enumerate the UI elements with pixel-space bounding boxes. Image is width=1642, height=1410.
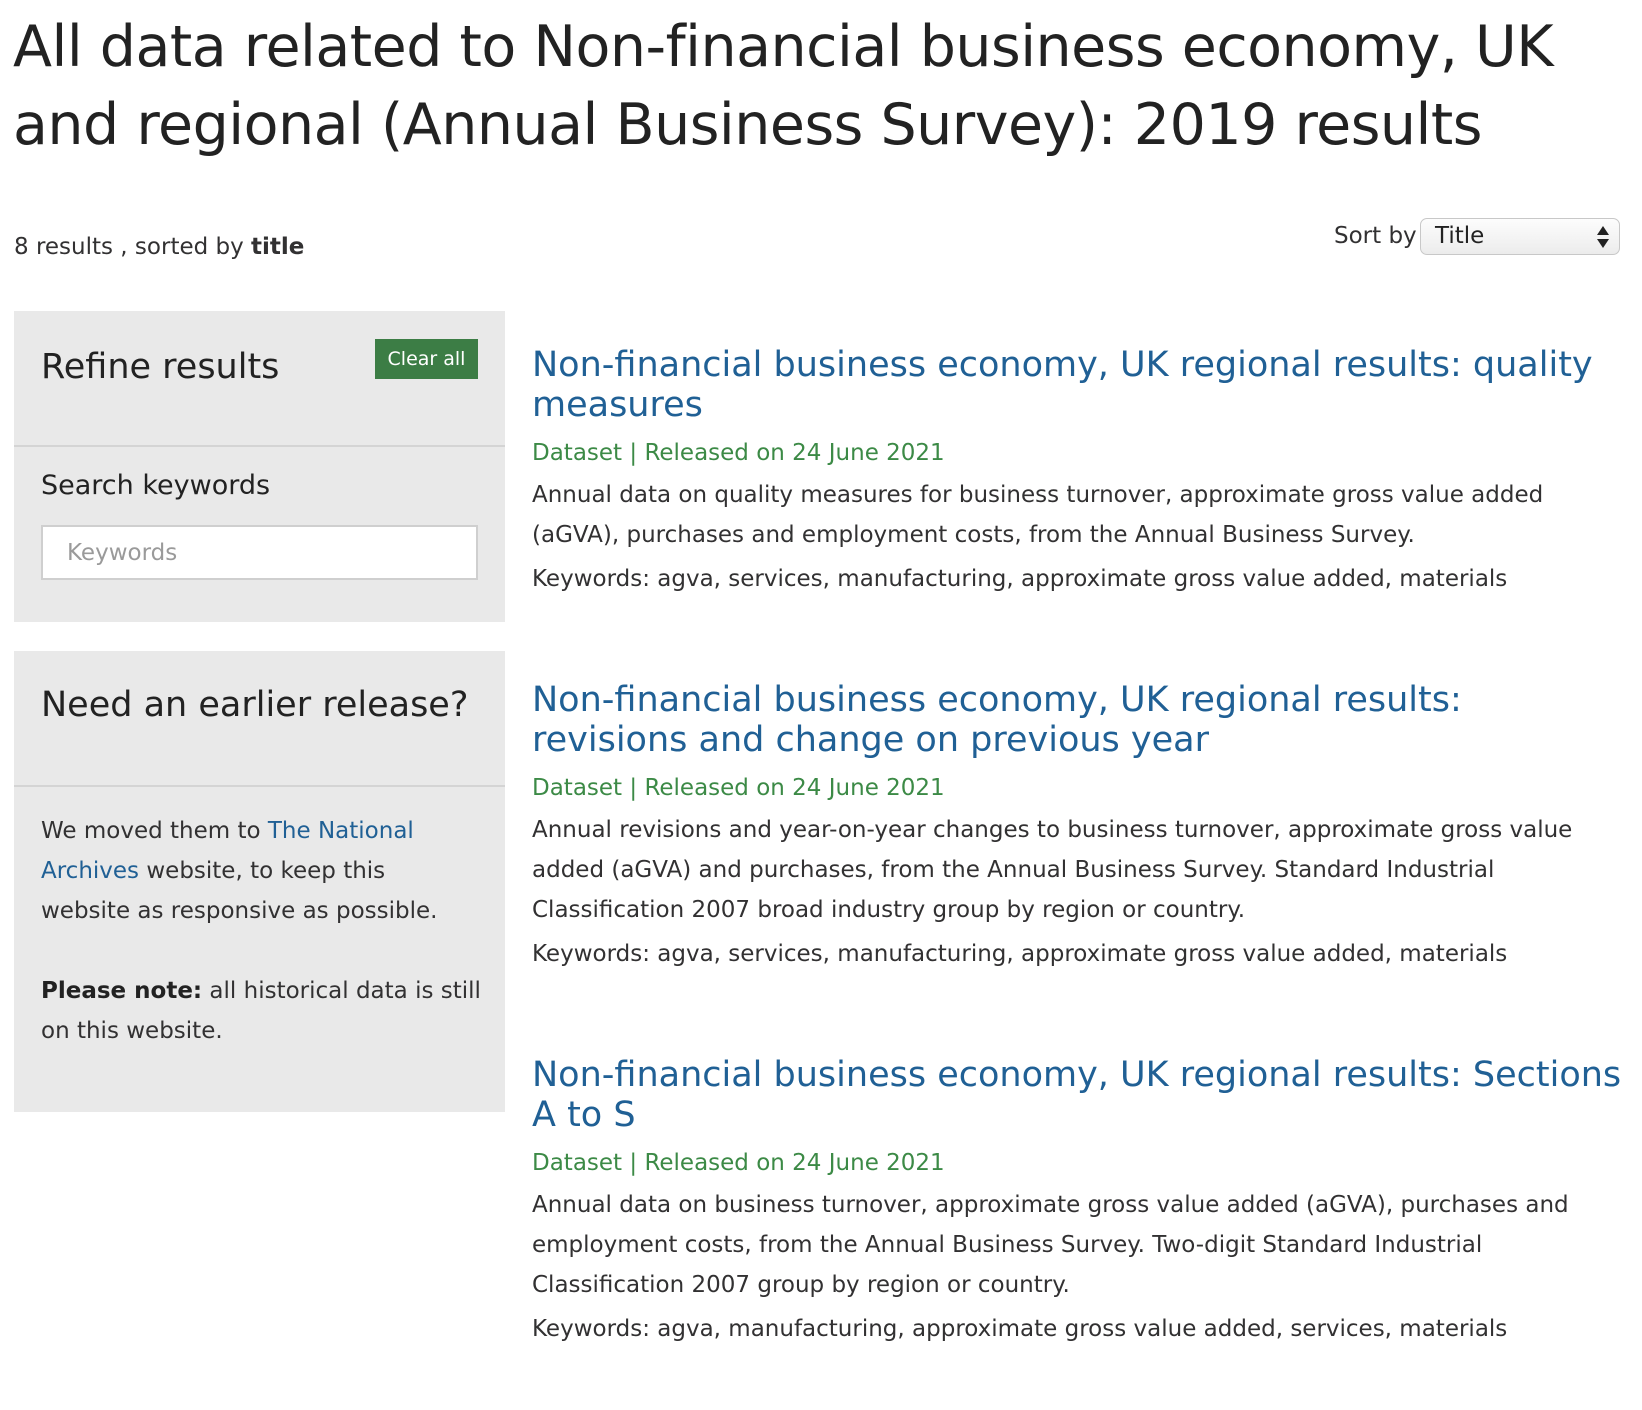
earlier-release-text: We moved them to The National Archives w…	[41, 811, 481, 931]
result-meta: Dataset | Released on 24 June 2021	[532, 440, 945, 466]
select-arrows-icon	[1597, 223, 1609, 250]
result-keywords: Keywords: agva, manufacturing, approxima…	[532, 1316, 1508, 1342]
sort-label: Sort by	[1334, 223, 1417, 249]
earlier-release-panel: Need an earlier release? We moved them t…	[14, 651, 505, 1112]
clear-all-button[interactable]: Clear all	[375, 339, 478, 379]
results-summary: 8 results , sorted by title	[14, 232, 304, 262]
sort-selected-value: Title	[1435, 223, 1485, 249]
result-keywords: Keywords: agva, services, manufacturing,…	[532, 941, 1508, 967]
national-archives-link[interactable]: The National Archives	[41, 818, 414, 884]
keywords-input[interactable]	[41, 525, 478, 580]
panel-divider	[14, 445, 505, 447]
search-keywords-label: Search keywords	[41, 470, 271, 501]
earlier-release-heading: Need an earlier release?	[41, 685, 469, 725]
refine-results-panel: Refine results Clear all Search keywords	[14, 311, 505, 622]
note-text: all historical data is still on this web…	[41, 978, 481, 1044]
result-description: Annual data on quality measures for busi…	[532, 482, 1544, 548]
note-label: Please note:	[41, 978, 203, 1004]
historical-data-note: Please note: all historical data is stil…	[41, 971, 481, 1051]
result-description: Annual data on business turnover, approx…	[532, 1192, 1569, 1298]
result-meta: Dataset | Released on 24 June 2021	[532, 775, 945, 801]
sort-select[interactable]: Title	[1420, 218, 1620, 255]
result-title-link[interactable]: Non-financial business economy, UK regio…	[532, 345, 1593, 425]
result-description: Annual revisions and year-on-year change…	[532, 817, 1573, 923]
page-title: All data related to Non-financial busine…	[13, 14, 1554, 158]
result-item: Non-financial business economy, UK regio…	[532, 680, 1622, 969]
result-keywords: Keywords: agva, services, manufacturing,…	[532, 566, 1508, 592]
earlier-text-before: We moved them to	[41, 818, 268, 844]
earlier-text-after: website, to keep this website as respons…	[41, 858, 438, 924]
panel-divider	[14, 785, 505, 787]
result-item: Non-financial business economy, UK regio…	[532, 1055, 1622, 1344]
refine-results-heading: Refine results	[41, 347, 280, 387]
result-title-link[interactable]: Non-financial business economy, UK regio…	[532, 680, 1462, 760]
sorted-field: title	[251, 234, 305, 260]
result-meta: Dataset | Released on 24 June 2021	[532, 1150, 945, 1176]
result-item: Non-financial business economy, UK regio…	[532, 345, 1622, 594]
result-title-link[interactable]: Non-financial business economy, UK regio…	[532, 1055, 1622, 1135]
results-count-text: 8 results , sorted by	[14, 234, 252, 260]
